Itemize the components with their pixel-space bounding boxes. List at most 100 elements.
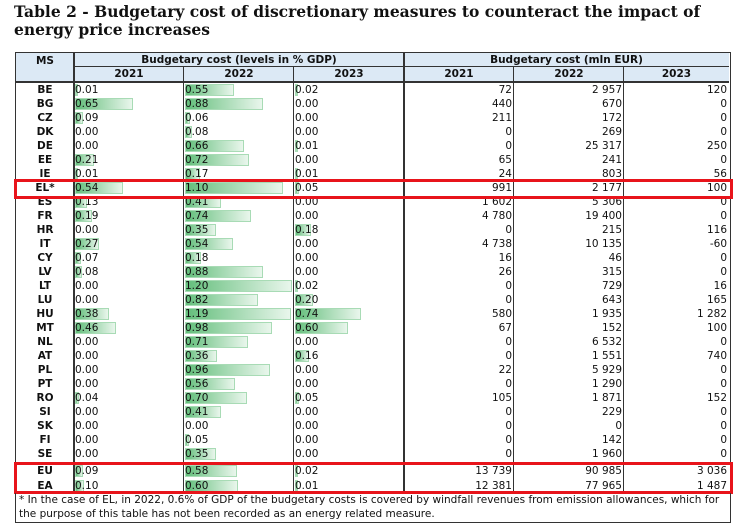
pct-gdp-cell: 0.18 — [294, 223, 404, 237]
data-bar — [75, 266, 83, 278]
mln-eur-cell: 0 — [505, 280, 512, 292]
mln-eur-cell: 5 929 — [591, 364, 622, 376]
data-bar — [185, 280, 292, 292]
pct-gdp-cell: 0.00 — [74, 433, 184, 447]
pct-value: 0.00 — [295, 210, 319, 222]
mln-eur-cell: 100 — [706, 322, 727, 334]
data-bar — [75, 322, 116, 334]
mln-eur-cell: 120 — [706, 84, 727, 96]
pct-gdp-cell: 0.82 — [184, 293, 294, 307]
mln-eur-cell: 0 — [720, 210, 727, 222]
mln-eur-cell: 0 — [505, 224, 512, 236]
ms-code: SK — [37, 420, 53, 432]
table-row-ee: EE 0.21 0.72 0.00 65 241 0 — [16, 153, 729, 167]
header-ms: MS — [16, 53, 74, 81]
pct-value: 0.98 — [185, 322, 209, 334]
pct-value: 0.08 — [75, 266, 99, 278]
mln-eur-cell: 0 — [720, 364, 727, 376]
mln-eur-cell: 250 — [706, 140, 727, 152]
pct-gdp-cell: 0.00 — [74, 335, 184, 349]
ms-code: IE — [39, 168, 51, 180]
table-row-hr: HR 0.00 0.35 0.18 0 215 116 — [16, 223, 729, 237]
mln-eur-cell: 991 — [491, 182, 512, 194]
mln-eur-cell: 211 — [491, 112, 512, 124]
data-bar — [185, 266, 264, 278]
mln-eur-cell: 152 — [706, 392, 727, 404]
mln-eur-cell: 0 — [720, 420, 727, 432]
pct-value: 0.00 — [295, 434, 319, 446]
pct-value: 0.65 — [75, 98, 99, 110]
pct-gdp-cell: 0.56 — [184, 377, 294, 391]
pct-value: 0.00 — [295, 238, 319, 250]
pct-value: 0.41 — [185, 406, 209, 418]
mln-eur-cell: 0 — [720, 126, 727, 138]
ms-code: CZ — [37, 112, 53, 124]
pct-gdp-cell: 0.71 — [184, 335, 294, 349]
header-divider — [16, 81, 729, 83]
table-row-si: SI 0.00 0.41 0.00 0 229 0 — [16, 405, 729, 419]
col-divider — [73, 53, 75, 492]
pct-value: 0.38 — [75, 308, 99, 320]
pct-gdp-cell: 0.19 — [74, 209, 184, 223]
pct-gdp-cell: 0.00 — [294, 377, 404, 391]
pct-gdp-cell: 0.00 — [74, 279, 184, 293]
pct-gdp-cell: 0.46 — [74, 321, 184, 335]
pct-gdp-cell: 0.41 — [184, 405, 294, 419]
data-bar — [75, 210, 92, 222]
mln-eur-cell: 26 — [498, 266, 512, 278]
table-row-lv: LV 0.08 0.88 0.00 26 315 0 — [16, 265, 729, 279]
pct-value: 0.04 — [75, 392, 99, 404]
pct-value: 0.01 — [295, 480, 319, 492]
mln-eur-cell: 269 — [601, 126, 622, 138]
pct-value: 0.00 — [75, 420, 99, 432]
pct-gdp-cell: 0.01 — [74, 83, 184, 97]
pct-value: 0.60 — [295, 322, 319, 334]
pct-gdp-cell: 0.00 — [74, 447, 184, 461]
table-row-fi: FI 0.00 0.05 0.00 0 142 0 — [16, 433, 729, 447]
data-bar — [185, 406, 222, 418]
pct-gdp-cell: 0.36 — [184, 349, 294, 363]
data-bar — [185, 336, 249, 348]
footnote: * In the case of EL, in 2022, 0.6% of GD… — [15, 493, 731, 523]
pct-gdp-cell: 0.17 — [184, 167, 294, 181]
pct-value: 0.19 — [75, 210, 99, 222]
mln-eur-cell: 72 — [498, 84, 512, 96]
data-bar — [185, 465, 237, 477]
pct-gdp-cell: 0.00 — [74, 377, 184, 391]
data-bar — [185, 98, 264, 110]
mln-eur-cell: 19 400 — [585, 210, 622, 222]
pct-gdp-cell: 0.05 — [184, 433, 294, 447]
table-row-be: BE 0.01 0.55 0.02 72 2 957 120 — [16, 83, 729, 97]
data-bar — [75, 238, 100, 250]
col-divider — [183, 67, 184, 492]
ms-code: EA — [37, 480, 53, 492]
mln-eur-cell: 152 — [601, 322, 622, 334]
pct-gdp-cell: 0.04 — [74, 391, 184, 405]
pct-value: 0.00 — [295, 112, 319, 124]
pct-value: 0.41 — [185, 196, 209, 208]
table-row-se: SE 0.00 0.35 0.00 0 1 960 0 — [16, 447, 729, 461]
pct-value: 0.71 — [185, 336, 209, 348]
data-bar — [185, 350, 218, 362]
pct-value: 0.36 — [185, 350, 209, 362]
mln-eur-cell: 0 — [720, 406, 727, 418]
ms-code: FI — [39, 434, 51, 446]
pct-gdp-cell: 0.70 — [184, 391, 294, 405]
pct-value: 0.00 — [75, 280, 99, 292]
mln-eur-cell: 670 — [601, 98, 622, 110]
pct-value: 0.06 — [185, 112, 209, 124]
header-pct-2023: 2023 — [294, 67, 404, 81]
pct-value: 0.01 — [295, 140, 319, 152]
mln-eur-cell: 0 — [505, 378, 512, 390]
ms-code: LV — [38, 266, 52, 278]
data-bar — [75, 308, 109, 320]
data-bar — [185, 182, 283, 194]
pct-value: 0.00 — [185, 420, 209, 432]
pct-value: 0.00 — [295, 448, 319, 460]
mln-eur-cell: 0 — [505, 406, 512, 418]
data-bar — [75, 112, 83, 124]
pct-value: 0.00 — [75, 448, 99, 460]
mln-eur-cell: 0 — [505, 350, 512, 362]
pct-gdp-cell: 0.18 — [184, 251, 294, 265]
table-row-fr: FR 0.19 0.74 0.00 4 780 19 400 0 — [16, 209, 729, 223]
